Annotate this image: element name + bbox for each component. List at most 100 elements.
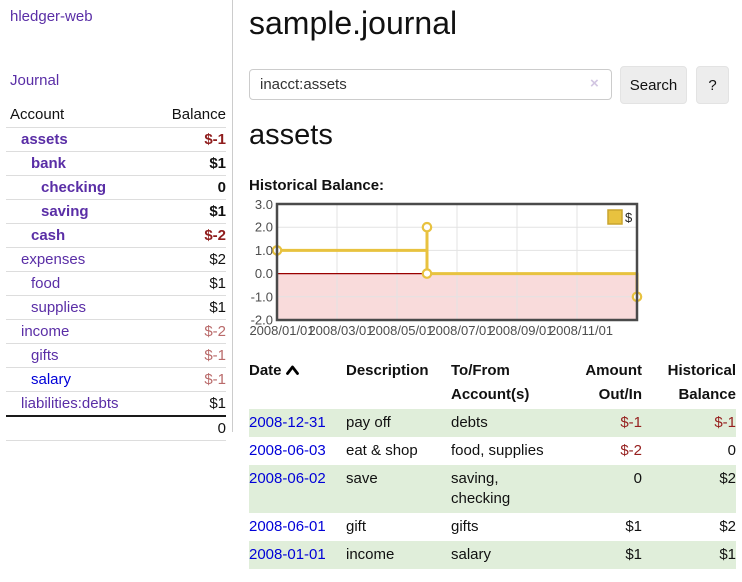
account-balance: $2 <box>209 250 226 268</box>
register-table: Date Description To/From Account(s) Amou… <box>249 357 736 569</box>
transaction-balance: $2 <box>719 518 736 535</box>
transaction-amount: $-2 <box>620 442 642 459</box>
transaction-balance: 0 <box>727 442 736 459</box>
transaction-description: income <box>346 541 451 569</box>
help-button[interactable]: ? <box>696 66 729 104</box>
legend-label: $ <box>625 210 633 225</box>
svg-text:3.0: 3.0 <box>255 200 273 212</box>
transaction-date-link[interactable]: 2008-01-01 <box>249 546 326 563</box>
transaction-date-link[interactable]: 2008-06-03 <box>249 442 326 459</box>
sidebar-item-journal[interactable]: Journal <box>10 72 60 89</box>
sort-ascending-icon <box>285 359 299 383</box>
register-header-row: Date Description To/From Account(s) Amou… <box>249 357 736 409</box>
transaction-amount: $1 <box>625 518 642 535</box>
register-row: 2008-01-01 income salary $1 $1 <box>249 541 736 569</box>
register-header-description: Description <box>346 362 429 379</box>
register-header-date-label: Date <box>249 362 282 379</box>
account-link-supplies[interactable]: supplies <box>31 298 87 316</box>
accounts-total-row: 0 <box>6 415 226 440</box>
register-header-balance: Historical Balance <box>667 362 736 403</box>
account-link-expenses[interactable]: expenses <box>21 250 86 268</box>
app-title-link[interactable]: hledger-web <box>10 8 93 25</box>
transaction-description: save <box>346 465 451 513</box>
account-link-checking[interactable]: checking <box>41 178 107 196</box>
transaction-balance: $2 <box>642 465 736 513</box>
account-balance: 0 <box>217 178 226 196</box>
account-balance: $1 <box>209 394 226 412</box>
svg-text:2.0: 2.0 <box>255 220 273 235</box>
register-header-accounts: To/From Account(s) <box>451 362 530 403</box>
transaction-date-link[interactable]: 2008-06-01 <box>249 518 326 535</box>
search-input[interactable] <box>249 69 612 100</box>
svg-text:2008/05/01: 2008/05/01 <box>368 323 433 338</box>
account-row: bank $1 <box>6 151 226 175</box>
svg-text:2008/11/01: 2008/11/01 <box>549 323 613 338</box>
account-balance: $-2 <box>204 226 226 244</box>
account-row: cash $-2 <box>6 223 226 247</box>
account-link-liabilities-debts[interactable]: liabilities:debts <box>21 394 119 412</box>
transaction-amount: 0 <box>562 465 642 513</box>
account-row: supplies $1 <box>6 295 226 319</box>
search-form: × Search ? <box>249 66 742 106</box>
transaction-balance: $-1 <box>642 409 736 437</box>
svg-text:2008/09/01: 2008/09/01 <box>488 323 553 338</box>
account-row: saving $1 <box>6 199 226 223</box>
account-link-cash[interactable]: cash <box>31 226 66 244</box>
register-row: 2008-06-02 save saving, checking 0 $2 <box>249 465 736 513</box>
account-link-salary[interactable]: salary <box>31 370 72 388</box>
transaction-accounts: food, supplies <box>451 442 544 459</box>
account-row: gifts $-1 <box>6 343 226 367</box>
transaction-accounts: gifts <box>451 518 479 535</box>
accounts-total-value: 0 <box>217 419 226 437</box>
register-header-amount: Amount Out/In <box>585 362 642 403</box>
page-title: sample.journal <box>249 5 458 41</box>
account-link-gifts[interactable]: gifts <box>31 346 59 364</box>
account-balance: $-1 <box>204 346 226 364</box>
svg-text:2008/03/01: 2008/03/01 <box>308 323 373 338</box>
accounts-table-header: Account Balance <box>6 103 226 127</box>
svg-text:1.0: 1.0 <box>255 243 273 258</box>
account-balance: $1 <box>209 274 226 292</box>
transaction-balance: $1 <box>642 541 736 569</box>
chart-y-axis-labels: 3.0 2.0 1.0 0.0 -1.0 -2.0 <box>251 200 273 328</box>
account-balance: $1 <box>209 154 226 172</box>
register-header-date[interactable]: Date <box>249 357 346 409</box>
account-link-food[interactable]: food <box>31 274 61 292</box>
transaction-amount: $-1 <box>562 409 642 437</box>
svg-text:2008/01/01: 2008/01/01 <box>249 323 314 338</box>
chart-title: Historical Balance: <box>249 177 385 194</box>
transaction-description: eat & shop <box>346 442 418 459</box>
account-balance: $1 <box>209 202 226 220</box>
transaction-date-link[interactable]: 2008-06-02 <box>249 470 326 487</box>
register-row: 2008-06-01 gift gifts $1 $2 <box>249 513 736 541</box>
sidebar: hledger-web Journal Account Balance asse… <box>0 0 233 440</box>
chart-gridlines <box>277 204 637 320</box>
svg-text:0.0: 0.0 <box>255 266 273 281</box>
historical-balance-chart: $ 3.0 2.0 1.0 0.0 -1.0 -2.0 2008/01/01 2… <box>249 200 643 338</box>
clear-search-icon[interactable]: × <box>590 75 599 92</box>
account-balance: $-2 <box>204 322 226 340</box>
account-heading: assets <box>249 119 333 151</box>
transaction-accounts: debts <box>451 409 562 437</box>
account-link-assets[interactable]: assets <box>21 130 68 148</box>
account-balance: $-1 <box>204 370 226 388</box>
search-button[interactable]: Search <box>620 66 687 104</box>
account-link-income[interactable]: income <box>21 322 70 340</box>
chart-legend: $ <box>607 209 633 225</box>
chart-x-axis-labels: 2008/01/01 2008/03/01 2008/05/01 2008/07… <box>249 323 613 338</box>
svg-text:2008/07/01: 2008/07/01 <box>428 323 493 338</box>
transaction-amount: $1 <box>562 541 642 569</box>
accounts-header-balance: Balance <box>171 106 226 124</box>
account-link-saving[interactable]: saving <box>41 202 89 220</box>
account-link-bank[interactable]: bank <box>31 154 67 172</box>
transaction-date-link[interactable]: 2008-12-31 <box>249 414 326 431</box>
chart-border <box>275 202 639 322</box>
account-row: assets $-1 <box>6 127 226 151</box>
account-row: expenses $2 <box>6 247 226 271</box>
account-row: salary $-1 <box>6 367 226 391</box>
accounts-header-account: Account <box>10 106 65 124</box>
transaction-description: gift <box>346 518 367 535</box>
accounts-table: Account Balance assets $-1 bank $1 check… <box>6 103 226 441</box>
transaction-accounts: salary <box>451 541 562 569</box>
account-row: income $-2 <box>6 319 226 343</box>
